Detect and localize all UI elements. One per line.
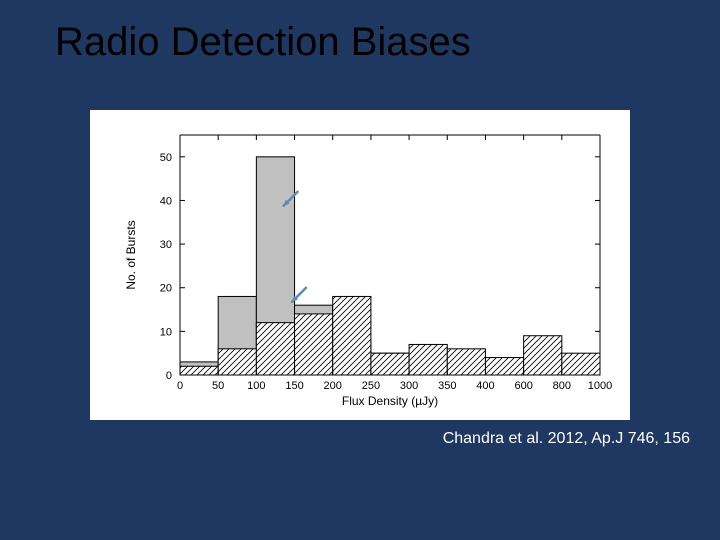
svg-text:No. of Bursts: No. of Bursts xyxy=(124,220,138,289)
histogram-chart: 0 10 20 30 40 50 0 50 100 150 200 250 300 350 400 600 80… xyxy=(90,110,630,420)
svg-text:20: 20 xyxy=(160,283,172,295)
svg-text:100: 100 xyxy=(247,380,265,392)
svg-text:600: 600 xyxy=(514,380,532,392)
svg-text:1000: 1000 xyxy=(588,380,612,392)
svg-text:0: 0 xyxy=(177,380,183,392)
svg-text:30: 30 xyxy=(160,239,172,251)
svg-text:40: 40 xyxy=(160,195,172,207)
svg-text:10: 10 xyxy=(160,326,172,338)
svg-text:150: 150 xyxy=(285,380,303,392)
slide-title: Radio Detection Biases xyxy=(55,20,665,65)
svg-text:50: 50 xyxy=(212,380,224,392)
svg-text:250: 250 xyxy=(362,380,380,392)
svg-text:50: 50 xyxy=(160,152,172,164)
svg-text:200: 200 xyxy=(324,380,342,392)
svg-text:300: 300 xyxy=(400,380,418,392)
citation-text: Chandra et al. 2012, Ap.J 746, 156 xyxy=(443,430,690,448)
svg-text:350: 350 xyxy=(438,380,456,392)
svg-text:Flux Density (µJy): Flux Density (µJy) xyxy=(342,394,438,408)
chart-svg: 0 10 20 30 40 50 0 50 100 150 200 250 300 350 400 600 80… xyxy=(90,110,630,420)
svg-text:0: 0 xyxy=(166,370,172,382)
svg-text:400: 400 xyxy=(476,380,494,392)
svg-text:800: 800 xyxy=(553,380,571,392)
